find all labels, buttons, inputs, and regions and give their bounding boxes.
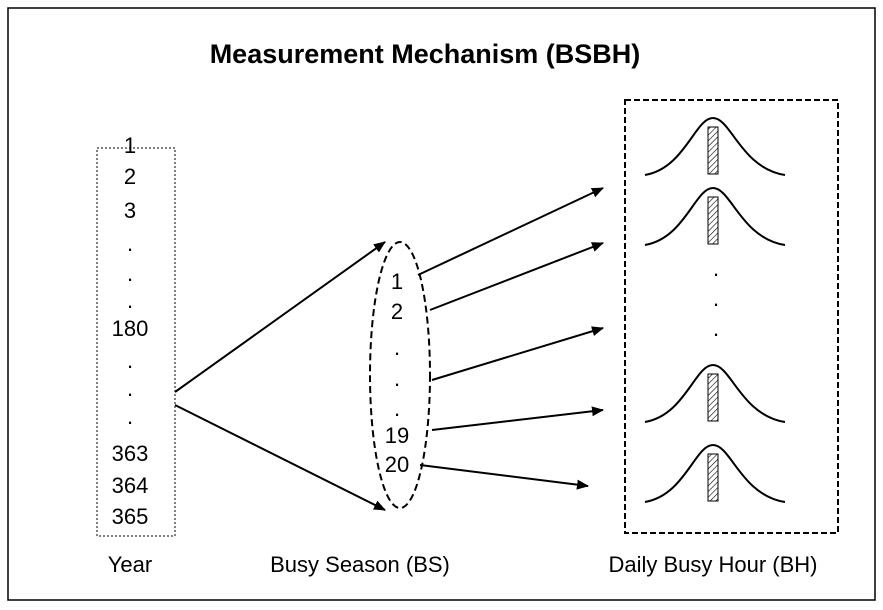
year-item: . — [127, 404, 133, 429]
busy-hour-box — [624, 99, 839, 534]
busy-season-item: . — [394, 335, 400, 360]
busy-season-item: 20 — [385, 452, 409, 477]
busy-hour-bar — [707, 126, 719, 175]
busy-hour-label: Daily Busy Hour (BH) — [608, 552, 817, 577]
busy-season-item: 1 — [391, 269, 403, 294]
busy-season-item: 2 — [391, 299, 403, 324]
busy-season-item: . — [394, 396, 400, 421]
busy-hour-curves — [644, 116, 786, 503]
title: Measurement Mechanism (BSBH) — [210, 39, 641, 69]
year-item: . — [127, 348, 133, 373]
arrows — [174, 187, 604, 511]
year-box — [96, 147, 176, 537]
year-item: 363 — [112, 441, 149, 466]
busy-hour-bar — [707, 453, 719, 502]
year-item: . — [127, 231, 133, 256]
year-item: . — [127, 288, 133, 313]
bell-curve — [644, 443, 786, 503]
year-item: 364 — [112, 473, 149, 498]
year-item: 1 — [124, 133, 136, 158]
busy-season-label: Busy Season (BS) — [270, 552, 450, 577]
year-item: 365 — [112, 504, 149, 529]
bell-curve — [644, 363, 786, 423]
busy-hour-dot: . — [713, 256, 719, 281]
busy-season-item: . — [394, 366, 400, 391]
frame — [7, 7, 876, 601]
busy-season-item: 19 — [385, 423, 409, 448]
bell-curve — [644, 116, 786, 176]
busy-season-ellipse — [369, 241, 431, 509]
year-item: 180 — [112, 316, 149, 341]
bell-curve — [644, 186, 786, 246]
busy-hour-bar — [707, 373, 719, 422]
busy-hour-bar — [707, 196, 719, 245]
year-item: . — [127, 261, 133, 286]
busy-hour-dot: . — [713, 316, 719, 341]
year-label: Year — [108, 552, 152, 577]
year-item: 3 — [124, 198, 136, 223]
year-item: . — [127, 376, 133, 401]
year-item: 2 — [124, 164, 136, 189]
busy-hour-dot: . — [713, 286, 719, 311]
